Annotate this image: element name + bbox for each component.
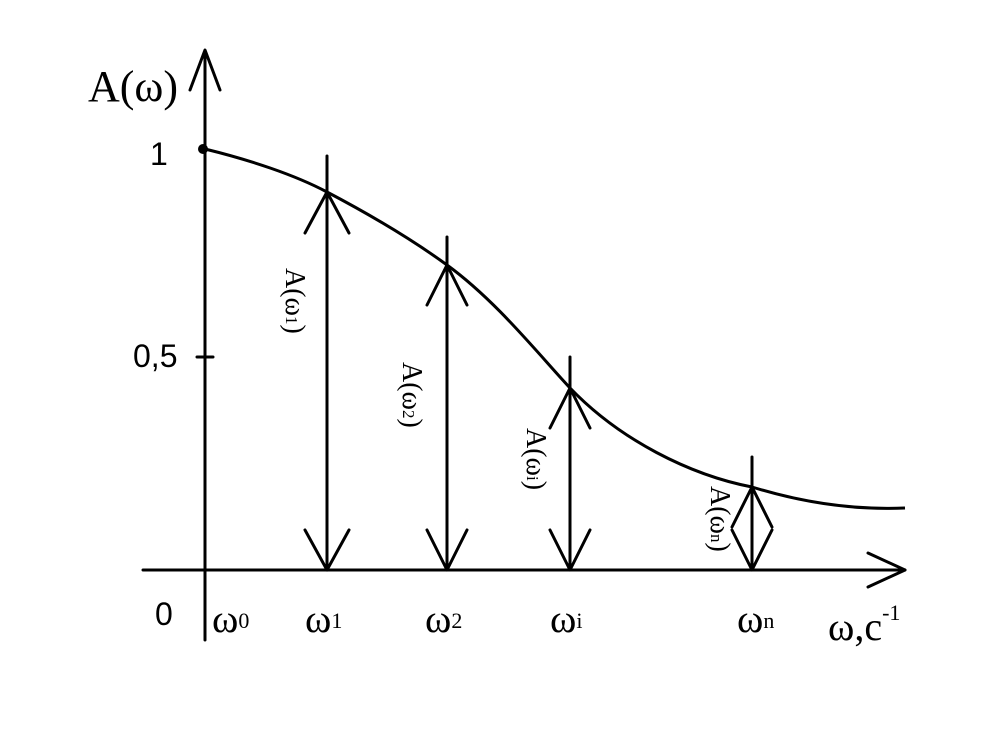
label-base: A(ω	[520, 428, 551, 476]
curve-start-point	[198, 144, 208, 154]
label-close: )	[396, 418, 427, 427]
label-base: A(ω	[704, 486, 735, 534]
omega-subscript: 0	[238, 608, 249, 633]
arrow-down	[425, 528, 469, 572]
x-axis-label-exponent: -1	[882, 600, 900, 625]
omega-subscript: 2	[451, 608, 462, 633]
x-point-labels: ω0 ω1 ω2 ωi ωn	[212, 596, 774, 641]
arrow-up	[425, 263, 469, 307]
arrow-up	[303, 190, 351, 235]
label-close: )	[520, 481, 551, 490]
ordinate-omega-2	[425, 235, 469, 572]
y-axis-arrowhead	[188, 48, 222, 92]
label-base: A(ω	[279, 268, 310, 316]
arrow-up	[548, 386, 592, 430]
omega-symbol: ω	[212, 596, 238, 641]
label-subscript: 1	[282, 316, 301, 325]
y-tick-label-half: 0,5	[133, 338, 177, 374]
label-close: )	[704, 542, 735, 551]
ordinate-label-omega-1: A(ω1)	[279, 268, 310, 334]
arrow-down	[303, 528, 351, 572]
label-base: A(ω	[396, 362, 427, 410]
omega-subscript: n	[763, 608, 774, 633]
label-subscript: 2	[399, 410, 418, 419]
origin-label: 0	[155, 596, 173, 632]
ordinate-omega-i	[548, 355, 592, 572]
axes	[141, 48, 907, 642]
y-tick-label-1: 1	[150, 136, 168, 172]
omega-2-label: ω2	[425, 596, 462, 641]
omega-symbol: ω	[305, 596, 331, 641]
ordinate-omega-1	[303, 154, 351, 572]
ordinate-labels: A(ω1) A(ω2) A(ωi) A(ωn)	[279, 268, 735, 552]
label-close: )	[279, 324, 310, 333]
omega-symbol: ω	[425, 596, 451, 641]
amplitude-curve	[204, 147, 906, 510]
omega-symbol: ω	[737, 596, 763, 641]
x-axis-label: ω,c-1	[828, 600, 900, 649]
x-axis-label-base: ω,c	[828, 604, 882, 649]
label-subscript: i	[523, 476, 542, 481]
omega-subscript: 1	[331, 608, 342, 633]
omega-i-label: ωi	[550, 596, 582, 641]
x-axis-arrowhead	[866, 551, 907, 589]
arrow-up	[730, 485, 774, 529]
omega-subscript: i	[576, 608, 582, 633]
ordinate-label-omega-n: A(ωn)	[704, 486, 735, 552]
arrow-down	[548, 528, 592, 572]
ordinate-omega-n	[730, 455, 774, 572]
arrow-down	[730, 528, 774, 572]
ordinate-label-omega-2: A(ω2)	[396, 362, 427, 428]
y-axis-label: A(ω)	[88, 62, 178, 111]
label-subscript: n	[707, 534, 726, 543]
ordinate-label-omega-i: A(ωi)	[520, 428, 551, 490]
omega-n-label: ωn	[737, 596, 774, 641]
omega-0-label: ω0	[212, 596, 249, 641]
omega-symbol: ω	[550, 596, 576, 641]
ordinates	[303, 154, 774, 572]
omega-1-label: ω1	[305, 596, 342, 641]
